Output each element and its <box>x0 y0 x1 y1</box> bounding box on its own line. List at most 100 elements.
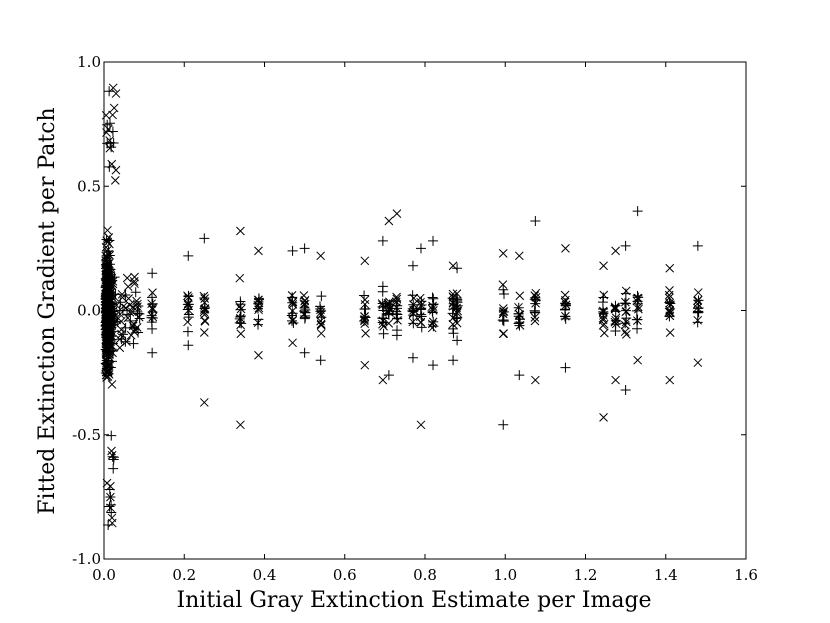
plus-marker <box>378 313 389 324</box>
plus-marker <box>108 463 119 474</box>
x-marker <box>610 317 620 327</box>
x-tick-label: 1.4 <box>654 566 678 584</box>
plus-marker <box>199 233 210 244</box>
x-marker <box>316 310 326 320</box>
x-marker <box>514 251 524 261</box>
x-marker <box>300 299 310 309</box>
x-marker <box>101 110 111 120</box>
plus-marker <box>146 310 157 321</box>
x-marker <box>316 329 326 338</box>
x-marker <box>129 276 139 286</box>
plus-marker <box>408 306 419 317</box>
plus-marker <box>692 240 703 251</box>
x-marker <box>610 302 620 312</box>
plus-marker <box>182 304 193 315</box>
plus-marker <box>107 126 118 137</box>
plus-marker <box>128 322 139 333</box>
x-marker <box>416 318 426 327</box>
x-marker <box>515 291 525 301</box>
x-marker <box>611 246 620 256</box>
plus-marker <box>452 335 463 346</box>
scatter-points <box>100 83 704 531</box>
plus-marker <box>498 316 509 327</box>
plus-marker <box>391 303 402 314</box>
x-marker <box>384 319 394 328</box>
plus-marker <box>128 338 139 349</box>
x-marker <box>316 320 326 330</box>
plus-marker <box>452 312 463 323</box>
plus-marker <box>632 206 643 217</box>
x-tick-label: 0.8 <box>413 566 437 584</box>
plus-marker <box>104 118 115 129</box>
x-marker <box>125 300 135 310</box>
x-marker <box>598 321 608 330</box>
plus-marker <box>529 305 540 316</box>
plot-frame <box>103 61 747 560</box>
plus-marker <box>452 294 463 305</box>
plus-marker <box>620 385 631 396</box>
plus-marker <box>632 314 643 325</box>
plus-marker <box>253 296 264 307</box>
x-marker <box>130 272 139 282</box>
y-tick-label: 0.0 <box>77 302 101 320</box>
x-marker <box>561 244 570 253</box>
plus-marker <box>105 137 116 148</box>
y-axis-label: Fitted Extinction Gradient per Patch <box>35 107 60 514</box>
x-marker <box>416 297 425 307</box>
x-marker <box>599 261 608 271</box>
x-tick-label: 1.2 <box>574 566 598 584</box>
x-marker <box>622 330 631 339</box>
x-marker <box>103 368 113 377</box>
x-marker <box>498 329 508 339</box>
plus-marker <box>147 347 158 358</box>
x-marker <box>105 136 115 145</box>
x-marker <box>427 304 437 314</box>
plus-marker <box>106 430 117 441</box>
x-marker <box>236 320 245 330</box>
x-marker <box>316 251 326 261</box>
x-marker <box>498 248 508 258</box>
x-marker <box>104 319 113 328</box>
x-marker <box>108 110 117 120</box>
plus-marker <box>407 352 418 363</box>
x-marker <box>514 302 523 312</box>
plus-marker <box>692 317 703 328</box>
x-marker <box>105 143 115 153</box>
x-marker <box>300 296 310 305</box>
x-marker <box>427 319 437 329</box>
plus-marker <box>427 292 438 303</box>
y-tick-label: 0.5 <box>77 177 101 195</box>
plus-marker <box>103 297 114 308</box>
plus-marker <box>130 287 141 298</box>
x-marker <box>408 317 418 327</box>
x-marker <box>693 358 703 368</box>
x-marker <box>200 298 210 307</box>
x-marker <box>104 325 114 335</box>
x-marker <box>236 420 245 430</box>
x-marker <box>111 165 121 175</box>
plus-marker <box>620 288 631 299</box>
x-marker <box>693 299 702 309</box>
plus-marker <box>182 326 193 337</box>
plus-marker <box>415 243 426 254</box>
plus-marker <box>147 268 158 279</box>
plus-marker <box>116 334 127 345</box>
plus-marker <box>118 329 129 340</box>
plus-marker <box>316 291 327 302</box>
plus-marker <box>448 355 459 366</box>
x-marker <box>666 300 675 310</box>
x-marker <box>106 492 115 502</box>
plus-marker <box>448 323 459 334</box>
x-tick-label: 0.2 <box>172 566 196 584</box>
plus-marker <box>620 240 631 251</box>
plus-marker <box>530 307 541 318</box>
plus-marker <box>108 326 119 337</box>
x-marker <box>633 293 642 303</box>
plus-marker <box>105 276 116 287</box>
x-marker <box>665 328 675 337</box>
plus-marker <box>621 298 632 309</box>
x-marker <box>109 103 119 113</box>
tick-labels: 0.0 0.2 0.4 0.6 0.8 1.0 1.2 1.4 1.6 1.0 0.5 0.0 -0.5… <box>72 53 758 584</box>
plus-marker <box>560 362 571 373</box>
